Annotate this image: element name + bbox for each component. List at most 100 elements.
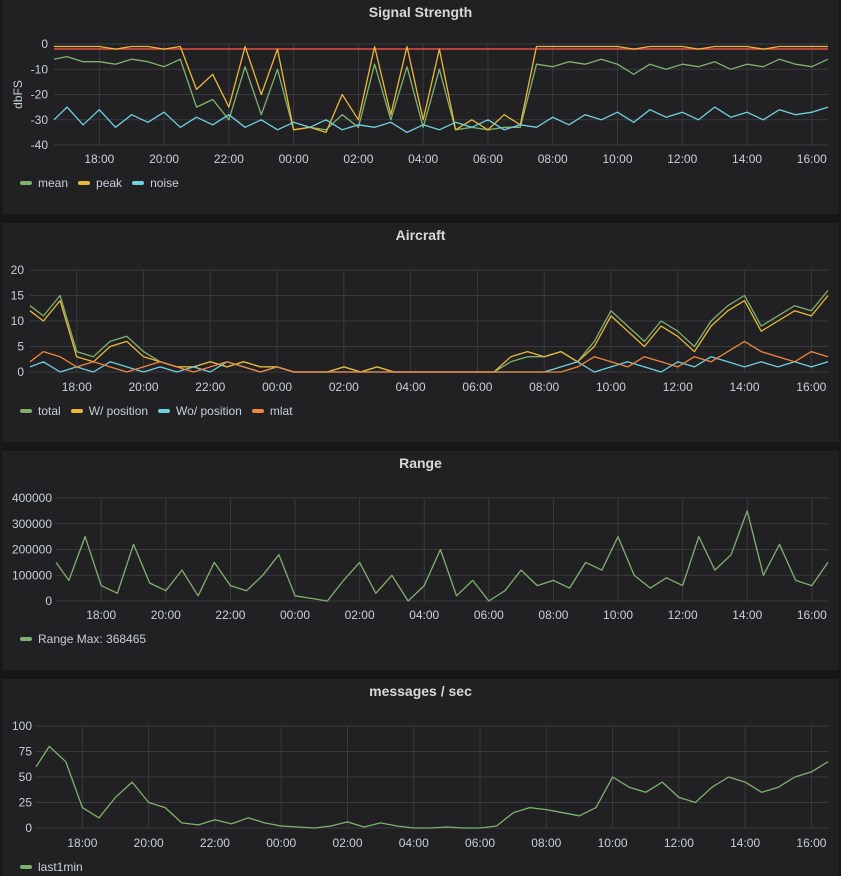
x-tick-label: 20:00 (151, 608, 181, 622)
y-tick-label: 0 (41, 37, 48, 51)
x-tick-label: 12:00 (663, 380, 693, 394)
legend-label: last1min (38, 860, 83, 874)
x-tick-label: 00:00 (279, 152, 309, 166)
legend-label: noise (150, 176, 179, 190)
legend-swatch (158, 409, 171, 413)
x-tick-label: 12:00 (668, 608, 698, 622)
y-tick-label: 0 (25, 821, 32, 835)
panel-range: Range 400000 300000 200000 100000 0 18:00 20:0… (2, 451, 839, 670)
x-tick-label: 20:00 (149, 152, 179, 166)
y-tick-label: 5 (17, 340, 24, 354)
x-tick-label: 06:00 (465, 836, 495, 850)
legend-label: total (38, 404, 61, 418)
legend-item[interactable]: W/ position (70, 404, 149, 418)
y-tick-label: 400000 (12, 491, 52, 505)
panel-messages-per-sec: messages / sec 100 75 50 25 0 18:00 20:00 22:00… (2, 679, 839, 876)
x-tick-label: 06:00 (473, 152, 503, 166)
x-tick-label: 08:00 (538, 152, 568, 166)
x-tick-label: 16:00 (797, 152, 827, 166)
legend-item[interactable]: last1min (20, 860, 83, 874)
panel-signal-strength: Signal Strength 0 -10 -20 -30 -40 18:00 20:00 2… (2, 0, 839, 214)
y-tick-label: 75 (19, 745, 33, 759)
legend-label: Range Max: 368465 (38, 632, 147, 646)
legend-item[interactable]: mlat (251, 404, 293, 418)
y-tick-label: 15 (11, 289, 25, 303)
legend-label: mean (38, 176, 69, 190)
x-tick-label: 02:00 (332, 836, 362, 850)
panel-aircraft: Aircraft 20 15 10 5 0 18:00 20:00 22:00 00:00 02:… (2, 223, 839, 442)
legend-swatch (20, 865, 32, 869)
x-tick-label: 22:00 (215, 608, 245, 622)
series-line-noise (53, 106, 829, 134)
chart-messages: 100 75 50 25 0 18:00 20:00 22:00 00:00 02:00 04:00… (12, 719, 829, 850)
legend-item[interactable]: peak (78, 176, 122, 190)
x-tick-label: 08:00 (529, 380, 559, 394)
panel-title: Aircraft (395, 227, 446, 243)
y-tick-label: 50 (19, 770, 33, 784)
x-tick-label: 08:00 (538, 608, 568, 622)
x-tick-label: 06:00 (462, 380, 492, 394)
x-tick-label: 06:00 (474, 608, 504, 622)
legend-swatch (78, 181, 91, 185)
x-tick-label: 18:00 (67, 836, 97, 850)
legend-label: mlat (269, 404, 293, 418)
x-tick-label: 20:00 (129, 380, 159, 394)
legend: mean peak noise (20, 176, 179, 190)
legend-label: W/ position (88, 404, 149, 418)
y-axis-label: dbFS (11, 80, 25, 109)
legend-item[interactable]: Wo/ position (158, 404, 242, 418)
y-tick-label: 0 (45, 594, 52, 608)
x-tick-label: 10:00 (598, 836, 628, 850)
y-tick-label: -30 (31, 113, 49, 127)
chart-signal-strength: 0 -10 -20 -30 -40 18:00 20:00 22:00 00:00 02:00 04… (11, 37, 829, 166)
y-tick-label: 100 (12, 719, 32, 733)
x-tick-label: 10:00 (603, 608, 633, 622)
y-tick-label: -10 (31, 62, 49, 76)
series-line-last1min (35, 745, 829, 829)
x-tick-label: 04:00 (396, 380, 426, 394)
legend: last1min (20, 860, 83, 874)
y-tick-label: 300000 (12, 517, 52, 531)
y-tick-label: 100000 (12, 568, 52, 582)
x-tick-label: 00:00 (262, 380, 292, 394)
legend-swatch (70, 409, 83, 413)
series-line-peak (54, 45, 828, 134)
x-tick-label: 16:00 (796, 380, 826, 394)
series-line-range (55, 510, 829, 602)
x-tick-label: 04:00 (409, 608, 439, 622)
x-tick-label: 18:00 (62, 380, 92, 394)
legend-swatch (20, 637, 32, 641)
y-tick-label: 0 (17, 365, 24, 379)
legend-swatch (20, 409, 32, 413)
legend: Range Max: 368465 (20, 632, 146, 646)
legend-item[interactable]: Range Max: 368465 (20, 632, 146, 646)
legend-swatch (251, 409, 264, 413)
legend-item[interactable]: total (20, 404, 61, 418)
legend-label: peak (96, 176, 123, 190)
x-tick-label: 00:00 (280, 608, 310, 622)
y-tick-label: 200000 (12, 543, 52, 557)
x-tick-label: 10:00 (596, 380, 626, 394)
legend-item[interactable]: noise (132, 176, 179, 190)
x-tick-label: 22:00 (214, 152, 244, 166)
x-tick-label: 14:00 (732, 608, 762, 622)
y-tick-label: -40 (31, 138, 49, 152)
legend-swatch (132, 181, 145, 185)
x-tick-label: 02:00 (329, 380, 359, 394)
x-tick-label: 04:00 (399, 836, 429, 850)
x-tick-label: 12:00 (667, 152, 697, 166)
panel-title: messages / sec (369, 683, 472, 699)
x-tick-label: 00:00 (266, 836, 296, 850)
y-tick-label: -20 (31, 88, 49, 102)
x-tick-label: 02:00 (343, 152, 373, 166)
x-tick-label: 14:00 (732, 152, 762, 166)
legend-item[interactable]: mean (20, 176, 68, 190)
x-tick-label: 22:00 (195, 380, 225, 394)
x-tick-label: 16:00 (797, 608, 827, 622)
y-tick-label: 20 (11, 263, 25, 277)
x-tick-label: 20:00 (134, 836, 164, 850)
x-tick-label: 10:00 (602, 152, 632, 166)
series-line-mlat (29, 340, 829, 373)
x-tick-label: 22:00 (200, 836, 230, 850)
x-tick-label: 12:00 (664, 836, 694, 850)
